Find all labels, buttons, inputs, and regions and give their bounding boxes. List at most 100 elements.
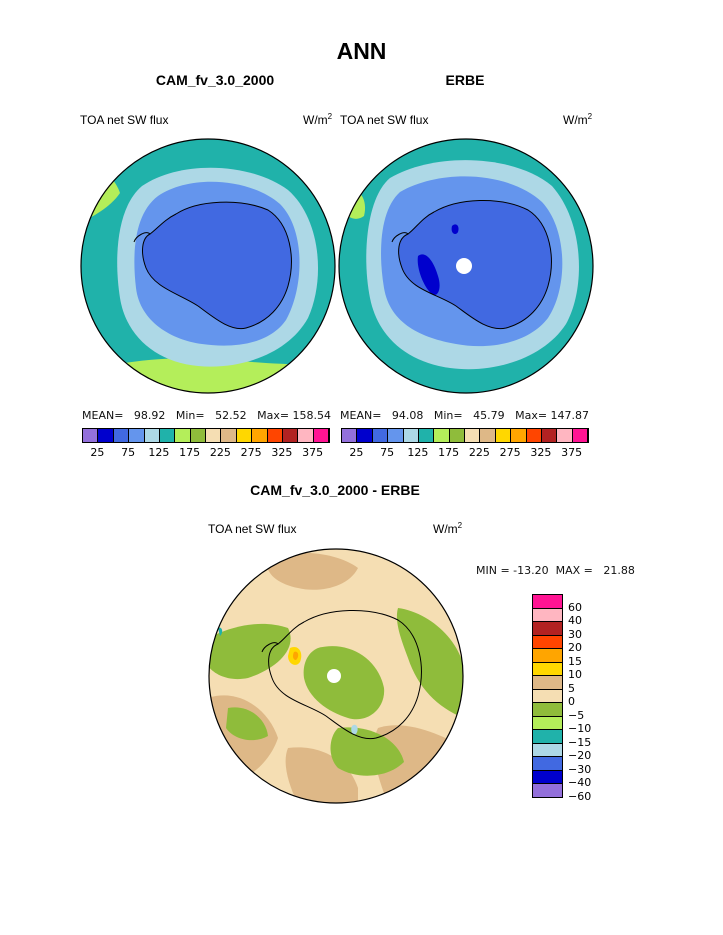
right-colorbar-swatch — [434, 429, 450, 442]
right-colorbar-swatch — [511, 429, 527, 442]
left-stats-text: MEAN= 98.92 Min= 52.52 Max= 158.54 — [82, 409, 332, 422]
right-pole-hole — [456, 258, 472, 274]
diff-green-patch-sw — [226, 707, 268, 741]
diff-colorbar-swatch — [533, 703, 562, 717]
right-colorbar-swatch — [572, 429, 588, 442]
left-colorbar-tick-label: 175 — [179, 446, 201, 459]
right-dark-patch-west — [417, 254, 440, 295]
left-colorbar-tick-label: 225 — [209, 446, 231, 459]
left-colorbar-tick-label: 25 — [90, 446, 105, 459]
right-colorbar-swatch — [388, 429, 404, 442]
right-colorbar-tick-label: 175 — [438, 446, 460, 459]
diff-colorbar — [532, 594, 563, 798]
diff-colorbar-swatch — [533, 649, 562, 663]
left-colorbar-swatch — [221, 429, 237, 442]
right-antarctica-fill — [398, 200, 552, 329]
diff-colorbar-label: −20 — [568, 749, 592, 762]
diff-colorbar-label: 20 — [568, 641, 582, 654]
diff-cyan-patch — [351, 724, 358, 735]
left-colorbar-tick-label: 275 — [240, 446, 262, 459]
diff-colorbar-swatch — [533, 662, 562, 676]
right-colorbar-tick-label: 125 — [407, 446, 429, 459]
left-colorbar-swatch — [298, 429, 314, 442]
left-colorbar-swatch — [175, 429, 191, 442]
right-colorbar-tick-label: 225 — [468, 446, 490, 459]
left-units-label: W/m2 — [303, 112, 333, 127]
diff-green-patch-west — [209, 623, 291, 679]
diff-teal-patch — [218, 627, 223, 636]
left-colorbar-swatch — [83, 429, 99, 442]
left-colorbar-tick-label: 325 — [271, 446, 293, 459]
left-colorbar-ticks: 25 75 125 175 225 275 325 375 — [82, 446, 328, 460]
right-colorbar-swatch — [418, 429, 435, 442]
right-colorbar-tick-label: 375 — [561, 446, 583, 459]
diff-panel-title: CAM_fv_3.0_2000 - ERBE — [250, 482, 420, 498]
diff-green-patch-east — [397, 608, 463, 718]
diff-colorbar-label: 10 — [568, 668, 582, 681]
left-colorbar-swatch — [267, 429, 283, 442]
diff-colorbar-label: 30 — [568, 627, 582, 641]
right-colorbar-ticks: 25 75 125 175 225 275 325 375 — [341, 446, 587, 460]
diff-colorbar-label: −30 — [568, 762, 592, 776]
left-colorbar-swatch — [206, 429, 222, 442]
right-colorbar-swatch — [449, 429, 465, 442]
diff-colorbar-label: 40 — [568, 614, 582, 627]
diff-colorbar-label: 15 — [568, 654, 582, 668]
diff-colorbar-swatch — [533, 716, 562, 730]
right-colorbar-swatch — [541, 429, 558, 442]
left-antarctica-coast — [133, 201, 292, 330]
diff-colorbar-label: 5 — [568, 681, 575, 695]
left-polar-map — [80, 138, 336, 394]
diff-colorbar-label: −60 — [568, 789, 592, 803]
left-colorbar-swatch — [252, 429, 268, 442]
diff-colorbar-swatch — [533, 635, 562, 649]
diff-variable-label: TOA net SW flux — [208, 522, 297, 536]
diff-colorbar-label: −5 — [568, 708, 585, 722]
right-colorbar — [341, 428, 589, 443]
right-green-patch-nw — [342, 188, 366, 219]
right-colorbar-tick-label: 75 — [380, 446, 395, 459]
right-colorbar-swatch — [465, 429, 481, 442]
right-variable-label: TOA net SW flux — [340, 113, 429, 127]
left-colorbar-tick-label: 375 — [302, 446, 324, 459]
right-colorbar-tick-label: 325 — [530, 446, 552, 459]
left-colorbar-swatch — [190, 429, 206, 442]
left-colorbar — [82, 428, 330, 443]
left-colorbar-swatch — [144, 429, 160, 442]
right-antarctica-coast — [391, 199, 552, 330]
left-antarctica-fill — [142, 202, 292, 329]
main-title: ANN — [336, 38, 387, 64]
right-units-label: W/m2 — [563, 112, 593, 127]
diff-colorbar-swatch — [533, 784, 562, 798]
diff-colorbar-swatch — [533, 622, 562, 636]
diff-pole-hole — [327, 669, 341, 683]
diff-colorbar-labels: 60 40 30 20 15 10 5 0 −5 −10 −15 −20 −30 −40 −60 — [568, 594, 628, 804]
left-colorbar-swatch — [282, 429, 299, 442]
left-colorbar-tick-label: 125 — [148, 446, 170, 459]
right-panel-title: ERBE — [445, 72, 485, 88]
left-colorbar-swatch — [129, 429, 145, 442]
diff-colorbar-swatch — [533, 743, 562, 757]
diff-colorbar-swatch — [533, 730, 562, 744]
diff-colorbar-swatch — [533, 595, 562, 609]
right-stats-text: MEAN= 94.08 Min= 45.79 Max= 147.87 — [340, 409, 590, 422]
right-dark-patch-north — [451, 224, 459, 234]
diff-colorbar-swatch — [533, 757, 562, 771]
left-panel-title: CAM_fv_3.0_2000 — [155, 72, 275, 88]
diff-colorbar-label: −40 — [568, 776, 592, 789]
diff-colorbar-swatch — [533, 689, 562, 703]
right-colorbar-tick-label: 275 — [499, 446, 521, 459]
right-colorbar-swatch — [403, 429, 419, 442]
left-colorbar-swatch — [313, 429, 329, 442]
diff-colorbar-label: 0 — [568, 695, 575, 708]
right-colorbar-swatch — [342, 429, 358, 442]
diff-colorbar-swatch — [533, 770, 562, 784]
diff-colorbar-label: −15 — [568, 735, 592, 749]
right-colorbar-swatch — [480, 429, 496, 442]
left-colorbar-swatch — [98, 429, 114, 442]
diff-green-patch-south — [330, 727, 404, 776]
right-colorbar-swatch — [526, 429, 542, 442]
left-colorbar-swatch — [113, 429, 130, 442]
diff-colorbar-label: 60 — [568, 600, 582, 614]
